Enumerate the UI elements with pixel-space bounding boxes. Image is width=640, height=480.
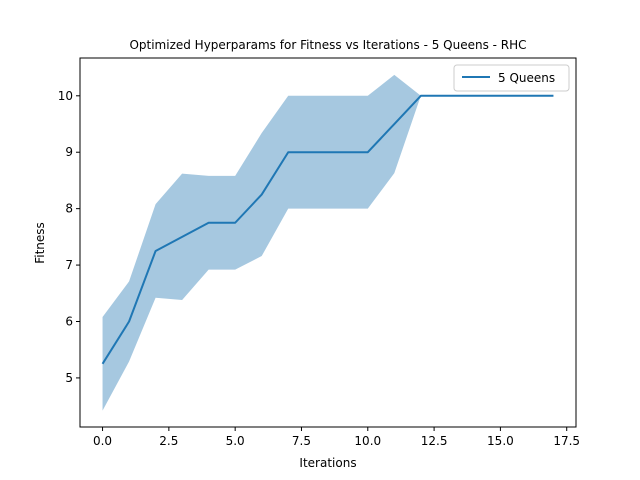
y-axis-label: Fitness xyxy=(33,222,47,264)
x-tick-label: 12.5 xyxy=(421,434,448,448)
legend-box xyxy=(453,64,570,92)
x-axis-ticks: 0.0 2.5 5.0 7.5 10.0 12.5 15.0 17.5 xyxy=(93,427,580,448)
chart-title: Optimized Hyperparams for Fitness vs Ite… xyxy=(129,38,526,52)
y-tick-label: 5 xyxy=(65,371,73,385)
series-line-0 xyxy=(101,94,554,365)
legend-label: 5 Queens xyxy=(498,71,555,85)
series-line-layer xyxy=(101,94,554,365)
confidence-band-layer xyxy=(102,74,554,411)
y-tick-label: 8 xyxy=(65,202,73,216)
y-axis-ticks: 5 6 7 8 9 10 xyxy=(58,89,80,385)
x-axis-label: Iterations xyxy=(299,456,356,470)
confidence-band-0 xyxy=(102,74,554,411)
plot-frame xyxy=(79,57,577,428)
x-tick-label: 5.0 xyxy=(226,434,245,448)
legend: 5 Queens xyxy=(453,64,570,92)
y-tick-label: 10 xyxy=(58,89,73,103)
x-tick-label: 2.5 xyxy=(159,434,178,448)
x-tick-label: 10.0 xyxy=(354,434,381,448)
x-tick-label: 0.0 xyxy=(93,434,112,448)
y-tick-label: 7 xyxy=(65,258,73,272)
x-tick-label: 17.5 xyxy=(553,434,580,448)
x-tick-label: 15.0 xyxy=(487,434,514,448)
x-tick-label: 7.5 xyxy=(292,434,311,448)
y-tick-label: 9 xyxy=(65,145,73,159)
y-tick-label: 6 xyxy=(65,314,73,328)
